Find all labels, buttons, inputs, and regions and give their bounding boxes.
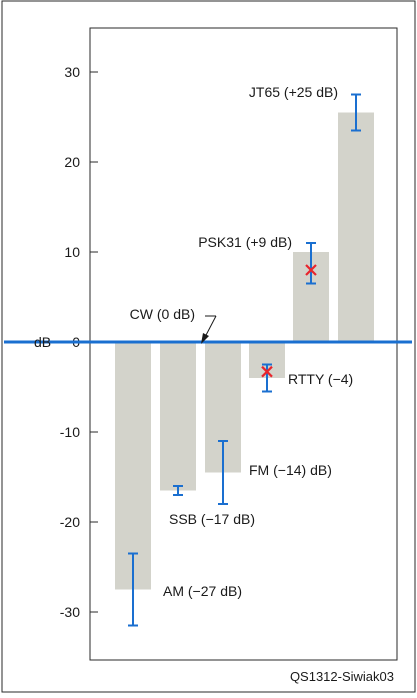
y-tick-label-20: 20: [64, 154, 80, 170]
marker-psk31: [305, 264, 317, 276]
bar-jt65: [338, 112, 374, 342]
data-label-ssb: SSB (−17 dB): [169, 511, 255, 527]
error-bar-ssb: [173, 485, 183, 496]
data-label-psk31: PSK31 (+9 dB): [198, 234, 292, 250]
data-label-am: AM (−27 dB): [163, 583, 242, 599]
y-axis-title: dB: [34, 334, 51, 350]
bar-ssb: [160, 342, 196, 491]
y-axis: -30-20-100102030: [60, 64, 98, 620]
labels-group: AM (−27 dB) SSB (−17 dB) FM (−14) dB) CW (0…: [130, 84, 354, 599]
error-bar-rtty: [262, 363, 272, 393]
bars-group: [115, 112, 374, 590]
data-label-jt65: JT65 (+25 dB): [249, 84, 338, 100]
y-tick-label-10: 10: [64, 244, 80, 260]
y-tick-label--30: -30: [60, 604, 80, 620]
error-bar-psk31: [306, 242, 316, 285]
error-bar-fm: [218, 440, 228, 505]
data-label-fm: FM (−14) dB): [249, 462, 332, 478]
cw-pointer-arrowhead: [201, 333, 209, 344]
y-tick-label--10: -10: [60, 424, 80, 440]
y-tick-label--20: -20: [60, 514, 80, 530]
data-label-rtty: RTTY (−4): [288, 371, 353, 387]
y-tick-label-30: 30: [64, 64, 80, 80]
marker-rtty: [261, 365, 273, 378]
error-bar-jt65: [351, 93, 361, 132]
error-bars-group: [128, 93, 361, 627]
figure-credit: QS1312-Siwiak03: [290, 669, 394, 684]
data-label-cw: CW (0 dB): [130, 306, 195, 322]
bar-am: [115, 342, 151, 590]
markers-group: [261, 264, 317, 378]
error-bar-am: [128, 552, 138, 627]
